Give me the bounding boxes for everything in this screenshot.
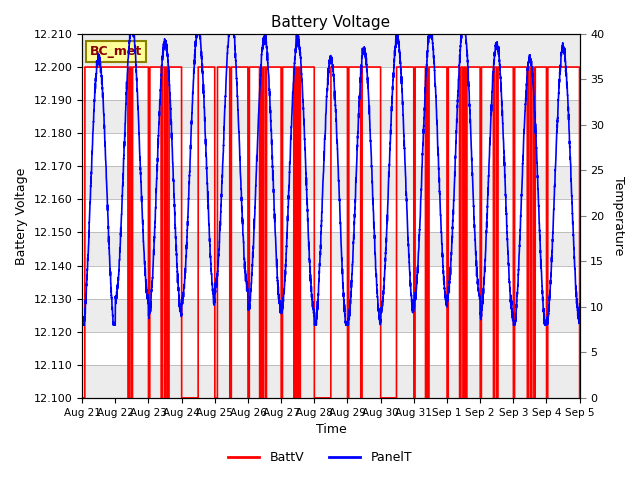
Legend: BattV, PanelT: BattV, PanelT: [223, 446, 417, 469]
X-axis label: Time: Time: [316, 423, 346, 436]
Title: Battery Voltage: Battery Voltage: [271, 15, 390, 30]
Bar: [82, 34, 580, 67]
Bar: [82, 166, 580, 199]
Y-axis label: Temperature: Temperature: [612, 176, 625, 256]
Bar: [82, 299, 580, 332]
Y-axis label: Battery Voltage: Battery Voltage: [15, 167, 28, 264]
Bar: [82, 232, 580, 265]
Bar: [82, 100, 580, 133]
Bar: [82, 365, 580, 398]
Text: BC_met: BC_met: [90, 45, 142, 58]
